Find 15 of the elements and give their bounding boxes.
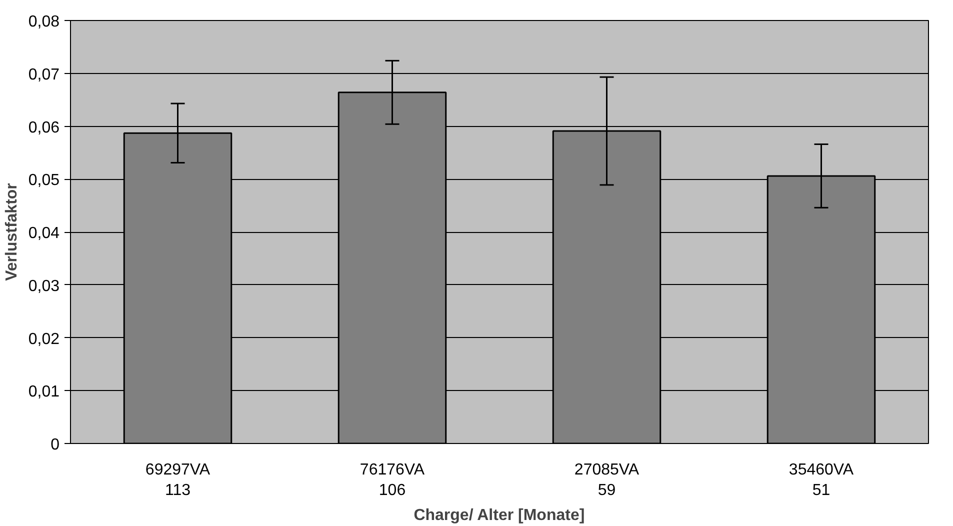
y-tick-label: 0,01: [28, 384, 60, 401]
x-tick-label: 69297VA 113: [145, 462, 210, 499]
y-tick-label: 0,07: [28, 66, 60, 84]
x-tick-label: 76176VA 106: [360, 462, 425, 499]
y-tick-label: 0,02: [28, 330, 60, 348]
y-tick-label: 0,06: [28, 119, 60, 136]
y-tick-label: 0,03: [28, 278, 60, 295]
y-tick-label: 0: [50, 436, 60, 454]
y-tick-label: 0,08: [28, 14, 60, 30]
y-tick-label: 0,05: [28, 172, 60, 190]
y-tick-label: 0,04: [28, 225, 60, 242]
x-tick-label: 27085VA 59: [574, 462, 640, 499]
x-tick-label: 35460VA 51: [788, 462, 854, 499]
y-axis-title: Verlustfaktor: [3, 183, 20, 281]
x-axis-title: Charge/ Alter [Monate]: [414, 506, 585, 524]
